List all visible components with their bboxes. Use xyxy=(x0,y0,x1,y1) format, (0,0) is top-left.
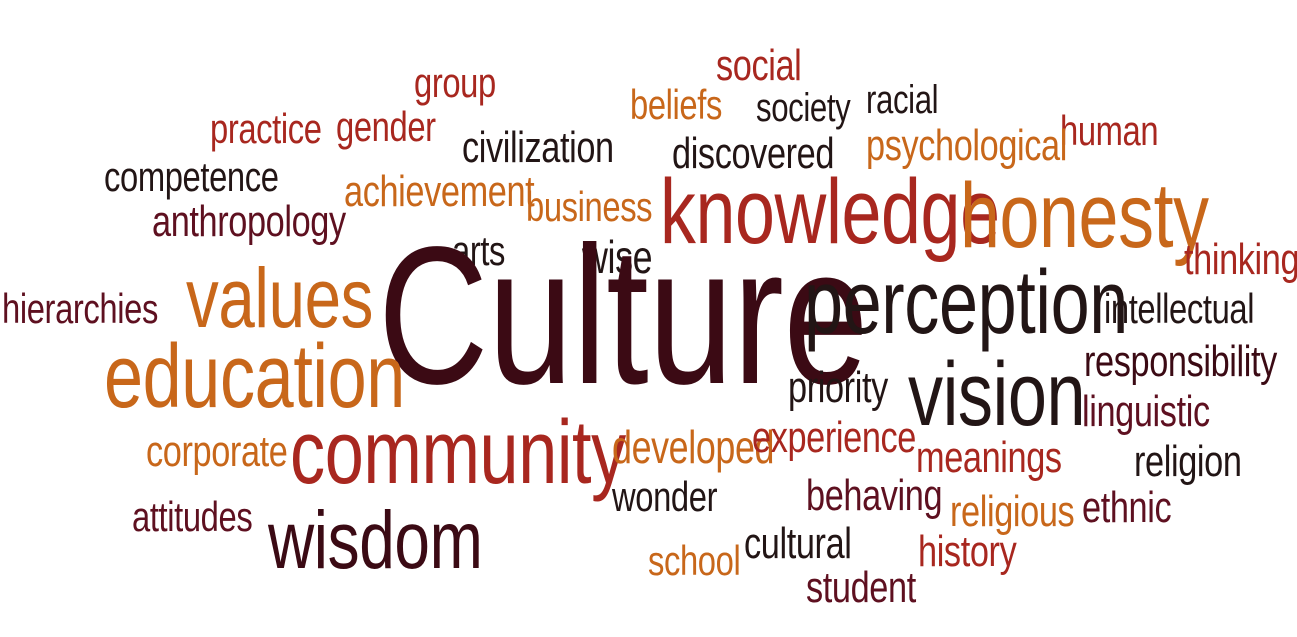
word-vision: vision xyxy=(908,345,1086,445)
word-experience: experience xyxy=(752,413,917,462)
word-ethnic: ethnic xyxy=(1082,483,1172,532)
word-achievement: achievement xyxy=(344,167,535,216)
word-intellectual: intellectual xyxy=(1104,285,1255,332)
word-cultural: cultural xyxy=(744,519,852,568)
word-anthropology: anthropology xyxy=(152,197,346,246)
word-practice: practice xyxy=(210,105,322,152)
word-perception: perception xyxy=(804,253,1128,353)
word-honesty: honesty xyxy=(960,165,1209,267)
word-society: society xyxy=(756,86,851,130)
word-arts: arts xyxy=(452,227,506,274)
word-behaving: behaving xyxy=(806,471,943,520)
word-values: values xyxy=(186,251,374,345)
word-social: social xyxy=(716,41,802,90)
word-history: history xyxy=(918,527,1017,576)
word-business: business xyxy=(526,183,653,230)
word-school: school xyxy=(648,537,741,584)
word-racial: racial xyxy=(866,78,939,122)
word-linguistic: linguistic xyxy=(1082,387,1210,436)
word-attitudes: attitudes xyxy=(132,493,253,540)
word-thinking: thinking xyxy=(1184,235,1297,284)
word-religious: religious xyxy=(950,487,1075,536)
word-beliefs: beliefs xyxy=(630,81,722,128)
word-knowledge: knowledge xyxy=(660,161,1000,263)
word-competence: competence xyxy=(104,153,279,200)
word-civilization: civilization xyxy=(462,123,614,172)
word-group: group xyxy=(414,59,496,106)
word-religion: religion xyxy=(1134,437,1242,486)
word-responsibility: responsibility xyxy=(1084,337,1277,386)
word-gender: gender xyxy=(336,103,436,150)
word-wise: wise xyxy=(582,231,653,283)
word-culture: Culture xyxy=(378,206,869,425)
word-education: education xyxy=(104,327,405,427)
word-hierarchies: hierarchies xyxy=(2,285,158,332)
word-meanings: meanings xyxy=(916,433,1062,482)
word-human: human xyxy=(1060,107,1159,154)
word-community: community xyxy=(290,403,626,503)
word-student: student xyxy=(806,563,916,612)
word-priority: priority xyxy=(788,363,888,412)
word-developed: developed xyxy=(612,421,775,473)
word-psychological: psychological xyxy=(866,121,1067,170)
word-wisdom: wisdom xyxy=(268,495,483,586)
word-discovered: discovered xyxy=(672,129,835,178)
word-wonder: wonder xyxy=(612,473,718,520)
word-corporate: corporate xyxy=(146,427,288,476)
